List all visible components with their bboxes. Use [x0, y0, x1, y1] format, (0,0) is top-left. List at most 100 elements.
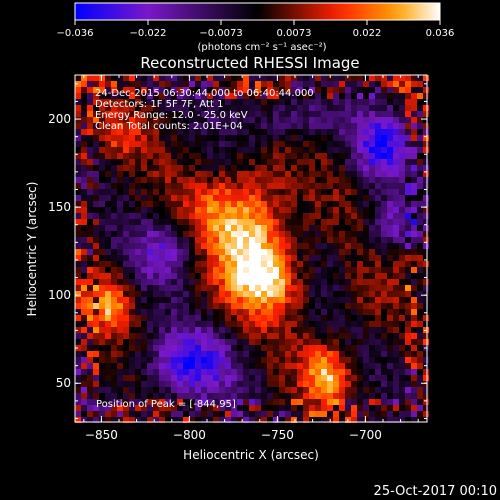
heatmap-cell [303, 177, 309, 183]
heatmap-cell [357, 261, 363, 267]
heatmap-cell [165, 375, 171, 381]
heatmap-cell [201, 165, 207, 171]
heatmap-cell [93, 99, 99, 105]
heatmap-cell [303, 117, 309, 123]
heatmap-cell [105, 111, 111, 117]
heatmap-cell [213, 273, 219, 279]
heatmap-cell [393, 129, 399, 135]
heatmap-cell [171, 411, 177, 417]
heatmap-cell [111, 315, 117, 321]
heatmap-cell [81, 129, 87, 135]
heatmap-cell [171, 417, 177, 423]
heatmap-cell [243, 93, 249, 99]
heatmap-cell [333, 375, 339, 381]
heatmap-cell [225, 357, 231, 363]
heatmap-cell [141, 195, 147, 201]
heatmap-cell [375, 177, 381, 183]
heatmap-cell [189, 399, 195, 405]
heatmap-cell [231, 411, 237, 417]
heatmap-cell [231, 135, 237, 141]
heatmap-cell [381, 117, 387, 123]
heatmap-cell [225, 375, 231, 381]
heatmap-cell [327, 225, 333, 231]
heatmap-cell [381, 303, 387, 309]
heatmap-cell [303, 165, 309, 171]
heatmap-cell [333, 363, 339, 369]
heatmap-cell [423, 135, 429, 141]
heatmap-cell [117, 297, 123, 303]
heatmap-cell [207, 327, 213, 333]
heatmap-cell [357, 315, 363, 321]
heatmap-cell [159, 135, 165, 141]
heatmap-cell [327, 369, 333, 375]
heatmap-cell [219, 105, 225, 111]
heatmap-cell [315, 135, 321, 141]
heatmap-cell [201, 375, 207, 381]
heatmap-cell [93, 399, 99, 405]
heatmap-cell [141, 351, 147, 357]
heatmap-cell [99, 117, 105, 123]
heatmap-cell [243, 111, 249, 117]
heatmap-cell [111, 111, 117, 117]
heatmap-cell [141, 177, 147, 183]
heatmap-cell [177, 93, 183, 99]
heatmap-cell [195, 411, 201, 417]
heatmap-cell [369, 309, 375, 315]
heatmap-cell [87, 141, 93, 147]
heatmap-cell [117, 357, 123, 363]
heatmap-cell [105, 153, 111, 159]
heatmap-cell [399, 141, 405, 147]
heatmap-cell [375, 207, 381, 213]
heatmap-cell [153, 219, 159, 225]
heatmap-cell [387, 129, 393, 135]
heatmap-cell [111, 165, 117, 171]
heatmap-cell [339, 285, 345, 291]
heatmap-cell [123, 369, 129, 375]
heatmap-cell [147, 315, 153, 321]
heatmap-cell [207, 411, 213, 417]
heatmap-cell [111, 303, 117, 309]
heatmap-cell [153, 195, 159, 201]
heatmap-cell [183, 129, 189, 135]
heatmap-cell [339, 105, 345, 111]
heatmap-cell [213, 249, 219, 255]
heatmap-cell [129, 303, 135, 309]
heatmap-cell [135, 249, 141, 255]
heatmap-cell [399, 297, 405, 303]
heatmap-cell [255, 303, 261, 309]
heatmap-cell [273, 117, 279, 123]
heatmap-cell [423, 171, 429, 177]
heatmap-cell [369, 399, 375, 405]
heatmap-cell [261, 225, 267, 231]
heatmap-cell [357, 117, 363, 123]
heatmap-cell [285, 405, 291, 411]
heatmap-cell [411, 195, 417, 201]
heatmap-cell [237, 147, 243, 153]
heatmap-cell [99, 195, 105, 201]
heatmap-cell [399, 321, 405, 327]
heatmap-cell [333, 303, 339, 309]
heatmap-cell [141, 273, 147, 279]
heatmap-cell [117, 195, 123, 201]
heatmap-cell [159, 117, 165, 123]
heatmap-cell [315, 219, 321, 225]
heatmap-cell [267, 309, 273, 315]
heatmap-cell [225, 315, 231, 321]
heatmap-cell [195, 129, 201, 135]
heatmap-cell [363, 315, 369, 321]
heatmap-cell [309, 381, 315, 387]
heatmap-cell [297, 147, 303, 153]
heatmap-cell [333, 201, 339, 207]
heatmap-cell [135, 213, 141, 219]
heatmap-cell [309, 285, 315, 291]
heatmap-cell [369, 243, 375, 249]
heatmap-cell [279, 399, 285, 405]
heatmap-cell [93, 411, 99, 417]
heatmap-cell [93, 339, 99, 345]
heatmap-cell [195, 93, 201, 99]
heatmap-cell [159, 75, 165, 81]
heatmap-cell [309, 267, 315, 273]
heatmap-cell [411, 255, 417, 261]
heatmap-cell [405, 405, 411, 411]
heatmap-cell [165, 399, 171, 405]
